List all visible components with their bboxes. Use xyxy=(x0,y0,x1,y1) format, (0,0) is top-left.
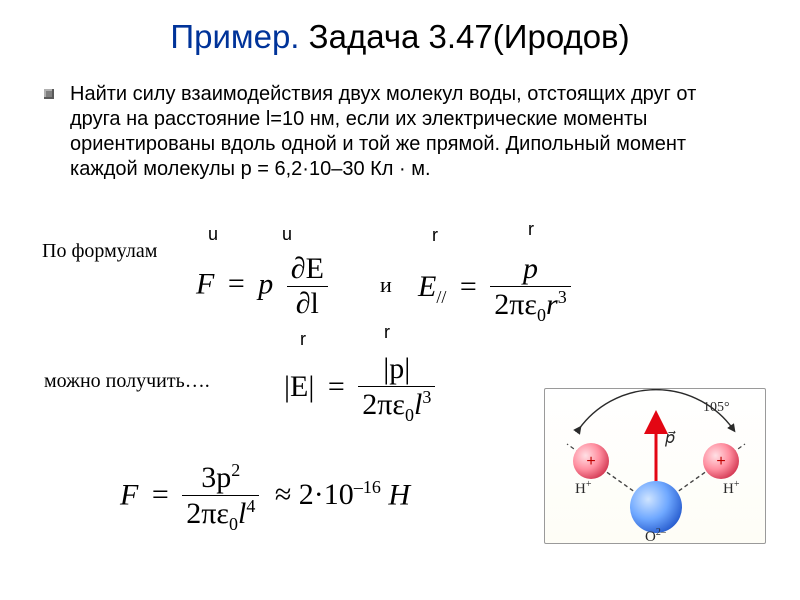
bullet-icon xyxy=(44,89,54,99)
svg-text:+: + xyxy=(586,453,595,470)
sym-dl: ∂l xyxy=(296,287,319,320)
formula-force-gradient: F = p ∂E ∂l xyxy=(196,252,328,321)
vec-mark-u2: u xyxy=(282,224,292,245)
sym-E1: E xyxy=(418,270,436,303)
slide-title: Пример. Задача 3.47(Иродов) xyxy=(0,0,800,56)
molecule-svg: 105° p⃗ + + H+ H+ O2– xyxy=(545,389,767,545)
and-word: и xyxy=(380,272,392,298)
svg-text:H+: H+ xyxy=(723,479,740,497)
sym-sq: 2 xyxy=(231,460,240,480)
sym-cube-b: 3 xyxy=(422,387,431,407)
angle-label: 105° xyxy=(703,400,730,415)
can-obtain-label: можно получить…. xyxy=(44,370,210,393)
sym-r: r xyxy=(546,288,558,321)
by-formulas-label: По формулам xyxy=(42,240,157,263)
problem-text: Найти силу взаимодействия двух молекул в… xyxy=(70,83,696,180)
vec-mark-u1: u xyxy=(208,224,218,245)
sym-cube: 3 xyxy=(558,287,567,307)
sym-2pie0-c: 2πε xyxy=(186,497,229,530)
svg-text:H+: H+ xyxy=(575,479,592,497)
vec-mark-r4: r xyxy=(384,322,390,343)
sym-absP: |p| xyxy=(383,352,410,385)
sym-eq4: = xyxy=(152,478,169,511)
sym-fourth: 4 xyxy=(246,496,255,516)
sym-zero-c: 0 xyxy=(229,514,238,534)
vec-mark-r1: r xyxy=(432,225,438,246)
sym-2pie0-b: 2πε xyxy=(362,388,405,421)
formula-force-result: F = 3p2 2πε0l4 ≈ 2·10–16 Н xyxy=(120,460,410,535)
sym-eq2: = xyxy=(460,270,477,303)
sym-eq1: = xyxy=(228,267,245,300)
svg-text:O2–: O2– xyxy=(645,527,667,545)
sym-absE: |E| xyxy=(284,370,314,403)
sym-approx: ≈ 2·10 xyxy=(275,478,354,511)
sym-zero-b: 0 xyxy=(405,405,414,425)
sym-F: F xyxy=(196,267,214,300)
sym-zero-a: 0 xyxy=(537,305,546,325)
title-rest: Задача 3.47(Иродов) xyxy=(299,18,629,55)
sym-parallel: // xyxy=(436,287,446,307)
sym-neg16: –16 xyxy=(354,477,381,497)
sym-eq3: = xyxy=(328,370,345,403)
sym-H-unit: Н xyxy=(381,478,410,511)
formula-e-magnitude: |E| = |p| 2πε0l3 xyxy=(284,352,435,426)
sym-2pie0-a: 2πε xyxy=(494,288,537,321)
water-molecule-diagram: 105° p⃗ + + H+ H+ O2– xyxy=(544,388,766,544)
sym-p1: p xyxy=(258,267,273,300)
problem-statement: Найти силу взаимодействия двух молекул в… xyxy=(70,82,730,182)
formula-e-parallel: E// = p 2πε0r3 xyxy=(418,252,571,326)
vec-mark-r2: r xyxy=(528,219,534,240)
sym-F2: F xyxy=(120,478,138,511)
sym-p2: p xyxy=(523,252,538,285)
sym-3p: 3p xyxy=(201,461,231,494)
sym-dE: ∂E xyxy=(291,252,324,285)
svg-text:p⃗: p⃗ xyxy=(664,430,676,447)
vec-mark-r3: r xyxy=(300,329,306,350)
title-accent: Пример. xyxy=(170,18,299,55)
svg-text:+: + xyxy=(716,453,725,470)
